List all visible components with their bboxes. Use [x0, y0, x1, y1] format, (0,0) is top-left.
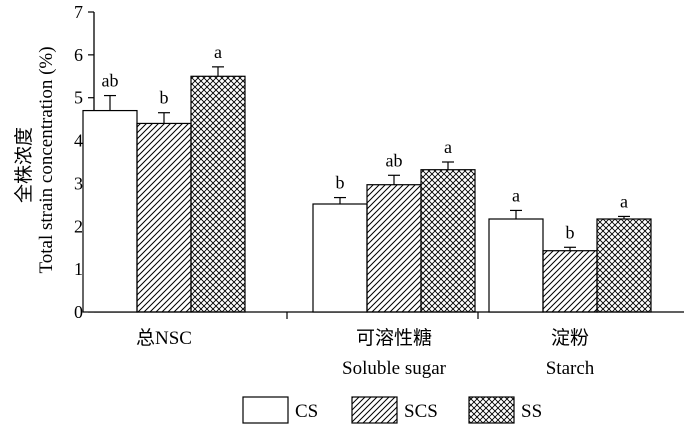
bar-scs [542, 250, 598, 313]
legend-label: CS [295, 401, 318, 422]
bar-ss [420, 169, 476, 313]
significance-letter: b [160, 88, 169, 108]
y-tick-label: 0 [74, 302, 83, 322]
significance-letter: b [566, 222, 575, 242]
y-tick-label: 1 [74, 259, 83, 279]
y-tick-label: 2 [74, 216, 83, 236]
significance-letter: ab [102, 71, 119, 91]
bar-cs [488, 218, 544, 313]
y-axis-label: 全株浓度 Total strain concentration (%) [13, 46, 57, 273]
y-tick-label: 6 [74, 45, 83, 65]
bar-cs [312, 203, 368, 313]
legend-swatch-ss [468, 396, 515, 424]
bar-ss [596, 218, 652, 313]
legend-swatch-scs [351, 396, 398, 424]
category-label-cn: 可溶性糖 [356, 327, 432, 349]
bar-ss [190, 75, 246, 313]
y-axis-label-cn: 全株浓度 [13, 127, 35, 203]
significance-letter: a [214, 42, 222, 62]
legend-label: SS [521, 401, 542, 422]
bar-scs [136, 122, 192, 313]
y-axis-label-en: Total strain concentration (%) [36, 46, 57, 273]
significance-letter: b [336, 173, 345, 193]
y-tick-label: 5 [74, 88, 83, 108]
legend: CS SCS SS [242, 396, 542, 424]
y-tick-label: 7 [74, 2, 83, 22]
significance-letter: a [512, 185, 520, 205]
category-label-cn: 总NSC [136, 327, 192, 349]
category-label-cn: 淀粉 [551, 327, 589, 349]
y-tick-label: 3 [74, 173, 83, 193]
bar-scs [366, 184, 422, 313]
category-label-en: Soluble sugar [342, 358, 447, 379]
y-tick-label: 4 [74, 131, 83, 151]
significance-letter: ab [386, 150, 403, 170]
legend-label: SCS [404, 401, 438, 422]
legend-swatch-cs [242, 396, 289, 424]
significance-letter: a [620, 191, 628, 211]
bar-cs [82, 109, 138, 313]
significance-letter: a [444, 137, 452, 157]
category-label-en: Starch [546, 358, 595, 379]
